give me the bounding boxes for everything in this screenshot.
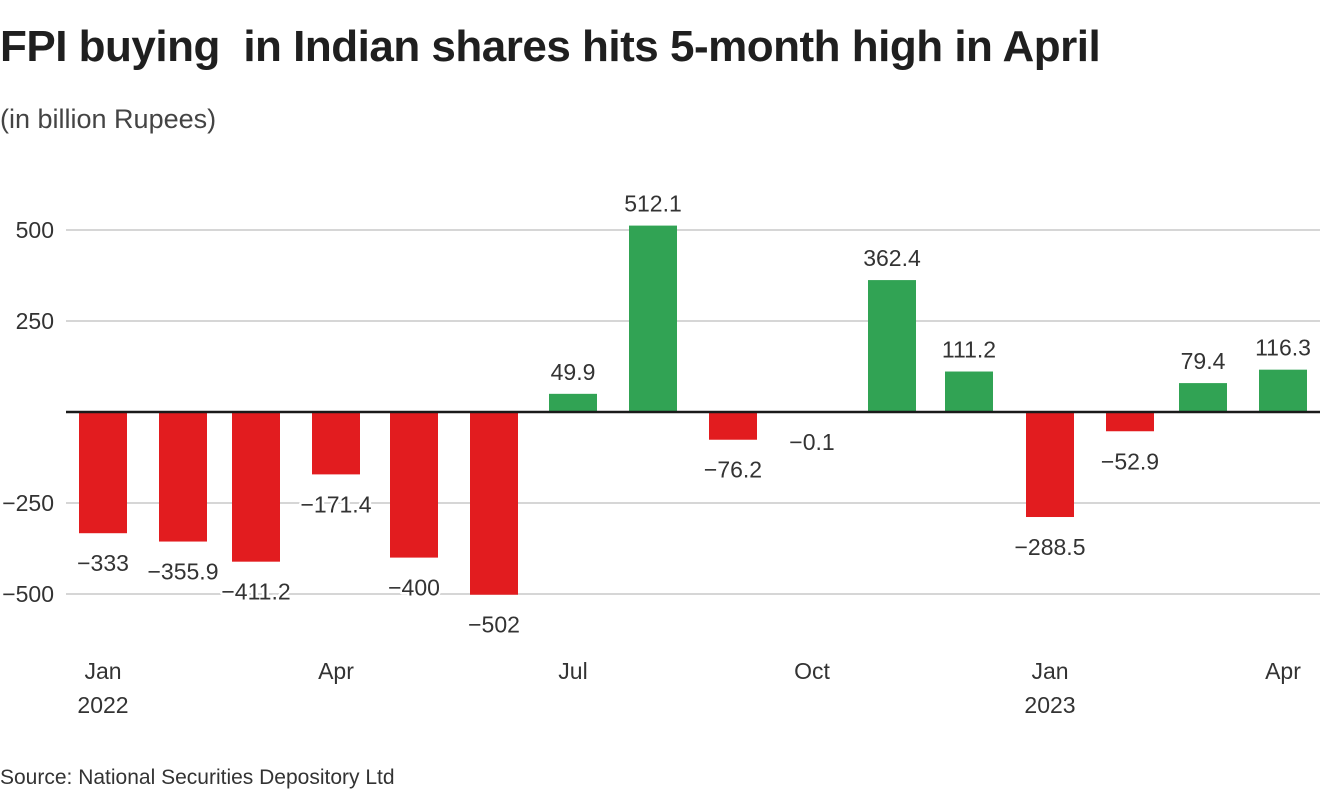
- data-label: −76.2: [704, 457, 762, 483]
- data-labels: −333 −355.9−411.2 −171.4 −400 −502 49.9 512.1 −…: [75, 188, 1314, 640]
- bar: [549, 393, 597, 412]
- gridlines: [66, 229, 1320, 595]
- data-label: −171.4: [301, 491, 372, 517]
- data-label: −400: [388, 575, 440, 601]
- bar: [1179, 383, 1227, 412]
- data-label: 362.4: [863, 245, 921, 271]
- chart-subtitle: (in billion Rupees): [0, 104, 217, 134]
- x-tick-label: Jul: [558, 658, 587, 684]
- data-label: −411.2: [221, 579, 290, 605]
- data-label: −52.9: [1101, 448, 1159, 474]
- bar: [312, 412, 360, 475]
- x-tick-label: Jan: [84, 658, 121, 684]
- bar: [629, 225, 677, 412]
- bar: [79, 412, 127, 534]
- data-label: 116.3: [1255, 335, 1311, 361]
- data-label: −0.1: [789, 429, 834, 455]
- x-tick-label: Apr: [1265, 658, 1301, 684]
- bar: [232, 412, 280, 562]
- data-label: −288.5: [1015, 534, 1086, 560]
- data-label: 111.2: [942, 337, 996, 363]
- x-tick-label: Apr: [318, 658, 354, 684]
- bar: [470, 412, 518, 595]
- bar: [159, 412, 207, 542]
- x-tick-year-label: 2022: [77, 692, 128, 718]
- x-tick-year-label: 2023: [1024, 692, 1075, 718]
- bar: [945, 371, 993, 412]
- bars: [79, 225, 1307, 595]
- y-tick-label: −500: [2, 581, 54, 607]
- y-tick-label: 500: [16, 217, 54, 243]
- bar: [1259, 369, 1307, 412]
- x-axis-ticks: Jan 2022 Apr Jul Oct Jan 2023 Apr: [77, 658, 1301, 718]
- bar: [390, 412, 438, 558]
- bar: [1026, 412, 1074, 518]
- x-tick-label: Oct: [794, 658, 830, 684]
- y-tick-label: 250: [16, 308, 54, 334]
- bar: [868, 280, 916, 412]
- bar-chart: 500 250 −250 −500 −333 −355.9−411.2 −171.4 −40…: [2, 188, 1320, 718]
- data-label: 49.9: [551, 359, 596, 385]
- data-label: −355.9: [148, 559, 219, 585]
- source-note: Source: National Securities Depository L…: [0, 766, 395, 789]
- y-axis-ticks: 500 250 −250 −500: [2, 217, 54, 607]
- x-tick-label: Jan: [1031, 658, 1068, 684]
- data-label: 79.4: [1181, 348, 1226, 374]
- data-label: −333: [77, 550, 129, 576]
- chart-title: FPI buying in Indian shares hits 5-month…: [0, 22, 1101, 71]
- data-label: 512.1: [624, 191, 682, 217]
- y-tick-label: −250: [2, 490, 54, 516]
- bar: [1106, 412, 1154, 432]
- data-label: −502: [468, 612, 520, 638]
- bar: [709, 412, 757, 440]
